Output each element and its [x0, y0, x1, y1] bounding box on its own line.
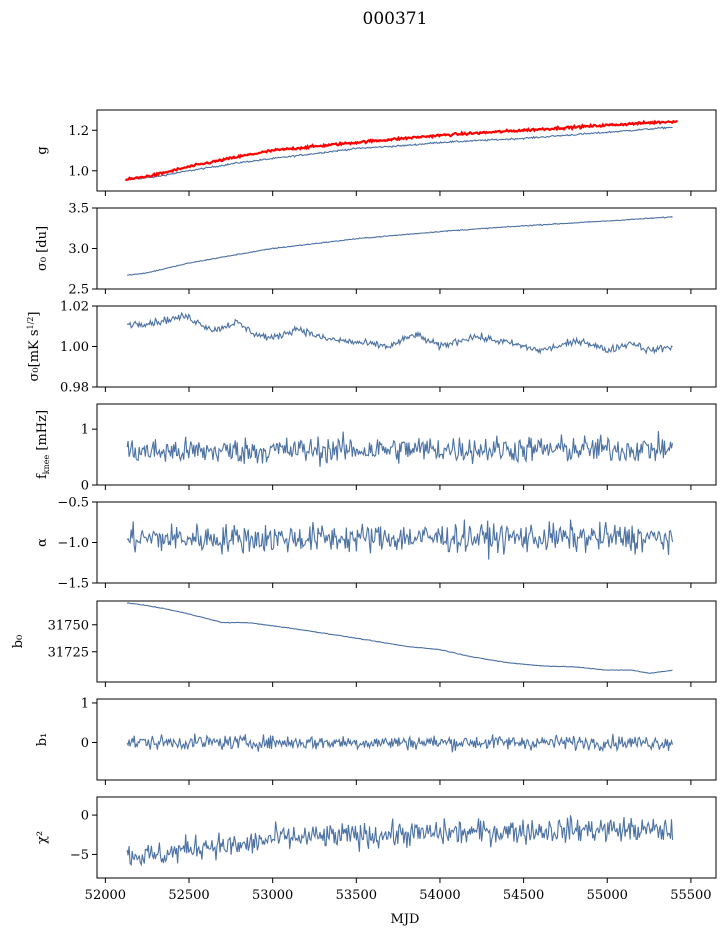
ytick-label-g-1: 1.2	[68, 124, 89, 139]
ytick-label-b1-0: 0	[81, 736, 89, 751]
ytick-label-sigma_du-2: 3.5	[68, 202, 89, 217]
ylabel-b1: b₁	[35, 733, 50, 747]
panel-sigma_du: 2.5 3.0 3.5 σ₀ [du]	[35, 202, 717, 298]
frame-fknee	[96, 403, 717, 486]
ytick-label-sigma_mk-0: 0.98	[60, 381, 89, 396]
series-g-0	[125, 126, 673, 181]
ytick-label-fknee-1: 1	[81, 423, 89, 438]
ylabel-sigma_du: σ₀ [du]	[35, 226, 50, 271]
series-b0-0	[126, 602, 673, 674]
figure-title: 000371	[363, 9, 428, 29]
ylabel-fknee: fknee [mHz]	[35, 410, 51, 479]
ytick-label-g-0: 1.0	[68, 164, 89, 179]
ytick-label-chi2-0: −5	[70, 848, 89, 863]
ylabel-g: g	[35, 146, 50, 154]
xtick-label-7: 55500	[670, 888, 711, 903]
xtick-label-1: 52500	[168, 888, 209, 903]
series-sigma_mk-0	[126, 311, 673, 355]
frame-g	[96, 109, 717, 192]
ytick-label-b0-0: 31725	[48, 645, 89, 660]
series-b1-0	[126, 733, 674, 753]
ytick-label-sigma_mk-2: 1.02	[60, 300, 89, 315]
ylabel-chi2: χ²	[35, 831, 50, 844]
ylabel-alpha: α	[35, 538, 50, 547]
frame-chi2	[96, 796, 717, 879]
ytick-label-b0-1: 31750	[48, 618, 89, 633]
panel-sigma_mk: 0.98 1.00 1.02 σ₀[mK s1/2]	[26, 300, 717, 396]
panel-g: 1.0 1.2 g	[35, 109, 717, 196]
series-sigma_du-0	[127, 215, 673, 276]
panel-chi2: −5 0 52000 52500 53000 53500 54000 54500 55000 55…	[35, 796, 717, 903]
panel-fknee: 0 1 fknee [mHz]	[35, 403, 717, 494]
xtick-label-6: 55000	[587, 888, 628, 903]
ytick-label-chi2-1: 0	[81, 809, 89, 824]
x-axis-label: MJD	[391, 912, 420, 927]
ytick-label-sigma_du-0: 2.5	[68, 283, 89, 298]
xtick-label-0: 52000	[85, 888, 126, 903]
ytick-label-sigma_mk-1: 1.00	[60, 340, 89, 355]
xtick-label-3: 53500	[336, 888, 377, 903]
ytick-label-sigma_du-1: 3.0	[68, 242, 89, 257]
xtick-label-5: 54500	[503, 888, 544, 903]
ytick-label-alpha-0: −1.5	[57, 577, 89, 592]
ytick-label-alpha-1: −1.0	[57, 536, 89, 551]
series-g-1	[125, 119, 678, 182]
series-fknee-0	[126, 431, 674, 467]
ytick-label-b1-1: 1	[81, 696, 89, 711]
series-alpha-0	[126, 519, 674, 560]
ylabel-b0: b₀	[11, 635, 26, 649]
ytick-label-fknee-0: 0	[81, 479, 89, 494]
panel-b1: 0 1 b₁	[35, 696, 717, 785]
panels: 1.0 1.2 g 2.5 3.0 3.5 σ₀ [du] 0.98 1.00 1.02 σ₀[mK…	[11, 109, 717, 903]
xtick-label-4: 54000	[419, 888, 460, 903]
panel-b0: 31725 31750 b₀	[11, 600, 717, 687]
series-chi2-0	[126, 815, 674, 867]
frame-b0	[96, 600, 717, 683]
xtick-label-2: 53000	[252, 888, 293, 903]
ylabel-sigma_mk: σ₀[mK s1/2]	[26, 312, 42, 382]
frame-b1	[96, 698, 717, 781]
ytick-label-alpha-2: −0.5	[57, 496, 89, 511]
panel-alpha: −1.5 −1.0 −0.5 α	[35, 496, 717, 592]
